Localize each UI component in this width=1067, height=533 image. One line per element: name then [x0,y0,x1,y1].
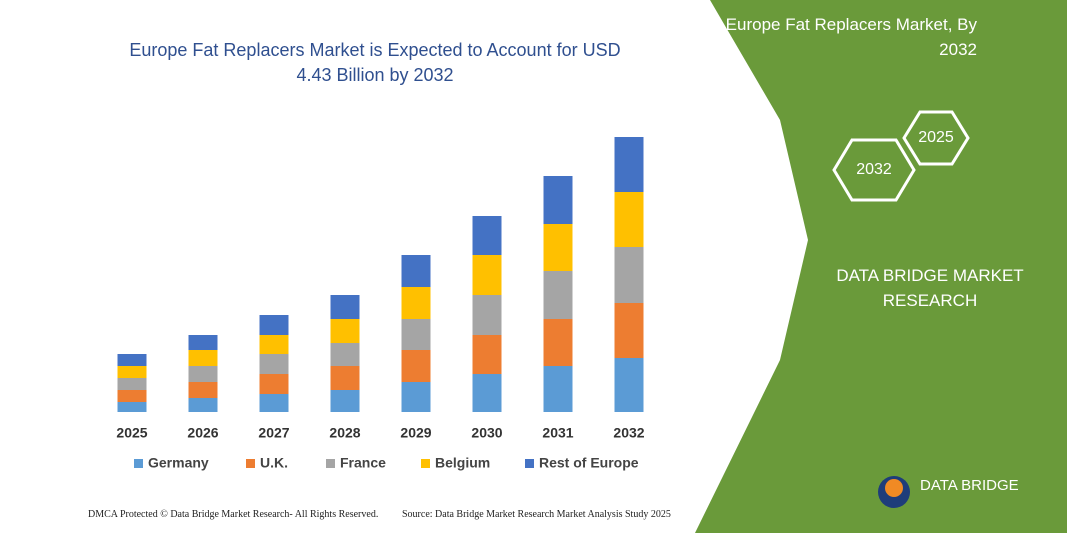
bar-segment [117,366,147,378]
bar-segment [188,350,218,366]
legend-swatch [525,459,534,468]
legend-label: U.K. [260,455,288,471]
bar-segment [259,394,289,412]
bar-segment [330,319,360,343]
side-panel [695,0,1067,533]
bar-segment [259,335,289,354]
x-tick-label: 2025 [116,425,147,441]
bar-segment [614,192,644,247]
bar-segment [472,335,502,374]
bar-segment [543,319,573,366]
bar-segment [259,315,289,335]
panel-title: Europe Fat Replacers Market, By 2032 [725,15,977,59]
bar-segment [117,390,147,402]
bar-segment [188,366,218,382]
legend-label: Rest of Europe [539,455,639,471]
bar-segment [401,382,431,412]
bar-segment [117,354,147,366]
legend-swatch [421,459,430,468]
bar-segment [188,335,218,350]
bar-segment [330,295,360,319]
bar-segment [188,382,218,398]
logo-text: DATA BRIDGE [920,477,1019,494]
bar-segment [259,354,289,374]
legend-label: Belgium [435,455,490,471]
footer-left: DMCA Protected © Data Bridge Market Rese… [88,509,379,520]
bar-segment [401,287,431,319]
footer-right: Source: Data Bridge Market Research Mark… [402,509,671,520]
bar-segment [330,390,360,412]
chart-title: Europe Fat Replacers Market is Expected … [129,40,621,85]
bar-segment [330,343,360,366]
bar-segment [543,366,573,412]
bar-segment [188,398,218,412]
brand: DATA BRIDGE MARKET RESEARCH [836,266,1024,310]
bar-segment [614,137,644,192]
bar-segment [543,224,573,271]
legend-swatch [326,459,335,468]
bar-segment [117,378,147,390]
bar-segment [614,303,644,358]
bar-segment [614,247,644,303]
logo-mark [885,479,903,497]
legend-swatch [246,459,255,468]
hex-label: 2032 [856,161,892,178]
x-tick-label: 2026 [187,425,218,441]
x-tick-label: 2029 [400,425,431,441]
bar-segment [472,374,502,412]
hexagon [832,138,916,202]
bar-segment [259,374,289,394]
hex-label: 2025 [918,129,954,146]
legend-label: Germany [148,455,209,471]
bar-segment [401,255,431,287]
bar-segment [401,319,431,350]
x-tick-label: 2027 [258,425,289,441]
bar-segment [543,176,573,224]
bar-segment [543,271,573,319]
bar-segment [472,216,502,255]
bar-segment [614,358,644,412]
bar-segment [401,350,431,382]
bar-segment [117,402,147,412]
x-tick-label: 2030 [471,425,502,441]
x-tick-label: 2032 [613,425,644,441]
legend-swatch [134,459,143,468]
bar-segment [472,255,502,295]
bar-segment [330,366,360,390]
x-tick-label: 2031 [542,425,573,441]
legend-label: France [340,455,386,471]
hexagon [902,110,970,166]
x-tick-label: 2028 [329,425,360,441]
bar-segment [472,295,502,335]
